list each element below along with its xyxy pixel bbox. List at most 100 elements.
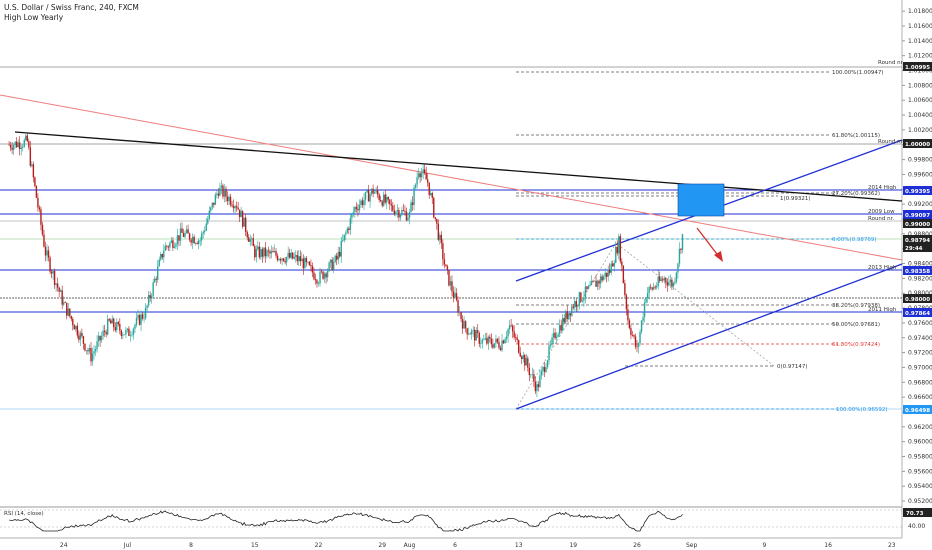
candle-body bbox=[210, 207, 211, 211]
svg-text:0.97864: 0.97864 bbox=[905, 311, 930, 317]
candle-body bbox=[357, 209, 358, 210]
candle-body bbox=[465, 321, 466, 328]
price-tick-label: 0.99800 bbox=[908, 157, 932, 164]
candle-body bbox=[564, 318, 565, 322]
candle-body bbox=[151, 296, 152, 298]
candle-body bbox=[618, 236, 619, 253]
black-trendline[interactable] bbox=[15, 132, 902, 201]
candle-body bbox=[577, 306, 578, 307]
candle-body bbox=[477, 330, 478, 333]
candle-body bbox=[607, 270, 608, 277]
candle-body bbox=[321, 271, 322, 272]
candle-body bbox=[527, 358, 528, 367]
candle-body bbox=[457, 300, 458, 313]
price-tick-label: 0.97200 bbox=[908, 350, 932, 357]
svg-text:0.96498: 0.96498 bbox=[905, 408, 930, 414]
candle-body bbox=[460, 312, 461, 319]
fib-label-61-8-upper: 61.80%(1.00115) bbox=[832, 133, 880, 139]
candle-body bbox=[166, 246, 167, 247]
svg-text:1.00995: 1.00995 bbox=[905, 65, 930, 71]
candle-body bbox=[425, 173, 426, 179]
candle-body bbox=[567, 311, 568, 319]
candle-body bbox=[31, 164, 32, 166]
candle-body bbox=[442, 243, 443, 259]
candle-body bbox=[163, 251, 164, 258]
candle-body bbox=[307, 262, 308, 263]
rsi-pane[interactable]: RSI (14, close) 70.73 40.00 bbox=[0, 508, 932, 531]
svg-text:1.00000: 1.00000 bbox=[905, 142, 930, 148]
candle-body bbox=[231, 205, 232, 206]
candle-body bbox=[256, 249, 257, 257]
time-axis[interactable]: 24Jul8152229Aug6131926Sep91623 bbox=[60, 542, 896, 549]
candle-body bbox=[347, 229, 348, 233]
candle-body bbox=[636, 347, 637, 348]
candle-body bbox=[617, 247, 618, 253]
candle-body bbox=[665, 278, 666, 282]
red-trendline[interactable] bbox=[0, 95, 902, 260]
candle-body bbox=[476, 330, 477, 340]
candle-body bbox=[33, 164, 34, 177]
candle-body bbox=[254, 246, 255, 257]
candle-body bbox=[382, 201, 383, 205]
candle-body bbox=[438, 224, 439, 240]
candle-body bbox=[142, 314, 143, 318]
candle-body bbox=[201, 233, 202, 240]
candle-body bbox=[562, 318, 563, 330]
candle-body bbox=[107, 319, 108, 334]
candle-body bbox=[409, 212, 410, 218]
candle-body bbox=[492, 344, 493, 347]
candle-body bbox=[371, 189, 372, 194]
candle-body bbox=[96, 341, 97, 349]
candle-body bbox=[351, 214, 352, 218]
candle-body bbox=[595, 281, 596, 287]
candle-body bbox=[137, 315, 138, 318]
badge-1-00000: 1.00000 bbox=[903, 139, 932, 148]
candle-body bbox=[81, 333, 82, 336]
candle-body bbox=[27, 136, 28, 142]
candle-body bbox=[165, 246, 166, 251]
rsi-value-badge: 70.73 bbox=[903, 508, 932, 517]
candle-body bbox=[439, 235, 440, 240]
candle-body bbox=[143, 318, 144, 319]
svg-text:29:44: 29:44 bbox=[905, 246, 923, 252]
svg-text:0.99000: 0.99000 bbox=[905, 222, 930, 228]
price-tick-label: 0.97000 bbox=[908, 364, 932, 371]
candle-body bbox=[550, 344, 551, 345]
price-axis[interactable]: 1.018001.016001.014001.012001.010001.008… bbox=[902, 8, 932, 505]
candle-body bbox=[115, 327, 116, 330]
candle-body bbox=[169, 243, 170, 248]
candle-body bbox=[668, 282, 669, 285]
candle-body bbox=[334, 256, 335, 262]
candle-body bbox=[180, 228, 181, 240]
candle-body bbox=[21, 148, 22, 149]
candle-body bbox=[168, 247, 169, 248]
price-tick-label: 0.98200 bbox=[908, 275, 932, 282]
candle-body bbox=[548, 346, 549, 361]
fib-label-100: 100.00%(0.96592) bbox=[836, 407, 888, 413]
candle-body bbox=[331, 260, 332, 271]
candle-body bbox=[14, 142, 15, 146]
candle-body bbox=[74, 325, 75, 329]
candle-body bbox=[463, 321, 464, 328]
red-arrow[interactable] bbox=[697, 228, 723, 262]
candle-body bbox=[181, 228, 182, 232]
candle-body bbox=[183, 233, 184, 237]
fib-label-0: 0.00%(0.98769) bbox=[832, 237, 877, 243]
badge-current-price: 0.9879429:44 bbox=[903, 235, 932, 252]
candle-body bbox=[591, 281, 592, 285]
candle-body bbox=[645, 298, 646, 303]
candle-body bbox=[624, 283, 625, 295]
candle-body bbox=[466, 328, 467, 334]
candle-body bbox=[98, 336, 99, 341]
target-zone-box[interactable] bbox=[678, 184, 724, 216]
price-tick-label: 0.97600 bbox=[908, 320, 932, 327]
candle-body bbox=[236, 206, 237, 207]
price-tick-label: 1.00600 bbox=[908, 97, 932, 104]
candle-body bbox=[328, 263, 329, 271]
candle-body bbox=[187, 229, 188, 233]
candlestick-series[interactable] bbox=[8, 133, 683, 398]
channel-lower-line[interactable] bbox=[516, 264, 902, 409]
candle-body bbox=[576, 301, 577, 307]
candle-body bbox=[77, 326, 78, 336]
